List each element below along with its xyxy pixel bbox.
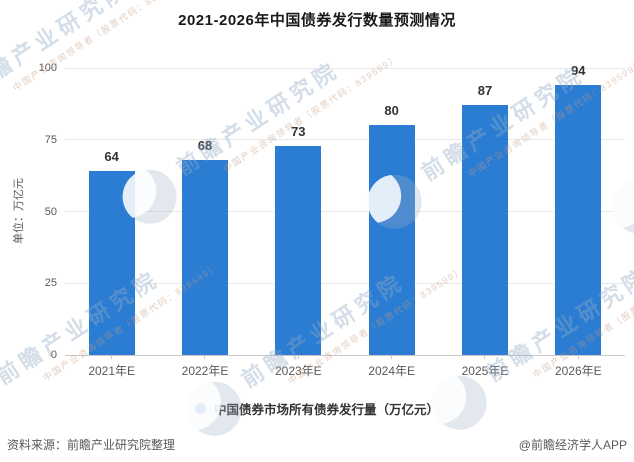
y-tick-label: 100 [38,62,57,74]
legend: 中国债券市场所有债券发行量（万亿元） [0,399,634,418]
bar-column: 64 [65,68,158,355]
footer: 资料来源：前瞻产业研究院整理 @前瞻经济学人APP [0,436,634,453]
bar-column: 94 [532,63,625,355]
y-tick-label: 75 [44,133,57,146]
x-tick-label: 2021年E [88,364,136,378]
y-tick-label: 0 [50,349,57,361]
x-category: 2025年E [438,355,531,379]
bar-value-label: 80 [384,103,399,119]
x-tick-mark [204,355,206,359]
x-tick-label: 2026年E [554,364,602,378]
x-tick-mark [484,355,486,359]
y-axis-tick-labels: 0 25 50 75 100 [0,62,57,361]
x-axis: 2021年E 2022年E 2023年E 2024年E 2025年E 2026年E [65,355,625,379]
chart-title: 2021-2026年中国债券发行数量预测情况 [178,12,456,29]
gridline [65,211,625,212]
bar-value-label: 94 [571,63,586,79]
plot-area: 64 68 73 80 87 94 [65,63,625,356]
bar-value-label: 68 [197,137,213,153]
source-note: 资料来源：前瞻产业研究院整理 [7,438,176,452]
gridline [65,282,625,284]
bar [181,159,228,355]
bar [461,105,508,355]
legend-marker-dot [194,403,206,414]
x-tick-mark [577,355,579,359]
bar-column: 73 [252,68,345,355]
x-tick-mark [297,355,299,359]
x-axis-line [65,354,625,356]
bar-value-label: 73 [291,123,306,139]
gridline [65,67,625,69]
x-tick-label: 2024年E [368,364,415,378]
x-tick-mark [391,355,393,359]
x-tick-label: 2023年E [274,364,322,378]
bar [555,85,602,355]
x-category: 2026年E [532,355,625,379]
bar-column: 80 [345,68,438,355]
x-category: 2024年E [345,355,438,379]
bar [275,145,322,355]
bar [368,125,415,355]
legend-label: 中国债券市场所有债券发行量（万亿元） [213,403,439,417]
x-tick-label: 2022年E [181,364,229,378]
bar-column: 87 [438,68,531,355]
x-category: 2023年E [252,355,345,379]
bar-column: 68 [158,68,251,355]
credit-note: @前瞻经济学人APP [518,438,627,452]
x-tick-mark [111,355,113,359]
y-tick-label: 50 [44,205,57,218]
y-tick-label: 25 [44,277,57,290]
x-category: 2022年E [158,355,251,379]
x-tick-label: 2025年E [461,364,509,378]
gridline [65,139,625,141]
x-category: 2021年E [65,355,158,379]
bar [88,171,135,355]
bar-value-label: 87 [477,83,493,99]
bar-value-label: 64 [104,149,119,165]
